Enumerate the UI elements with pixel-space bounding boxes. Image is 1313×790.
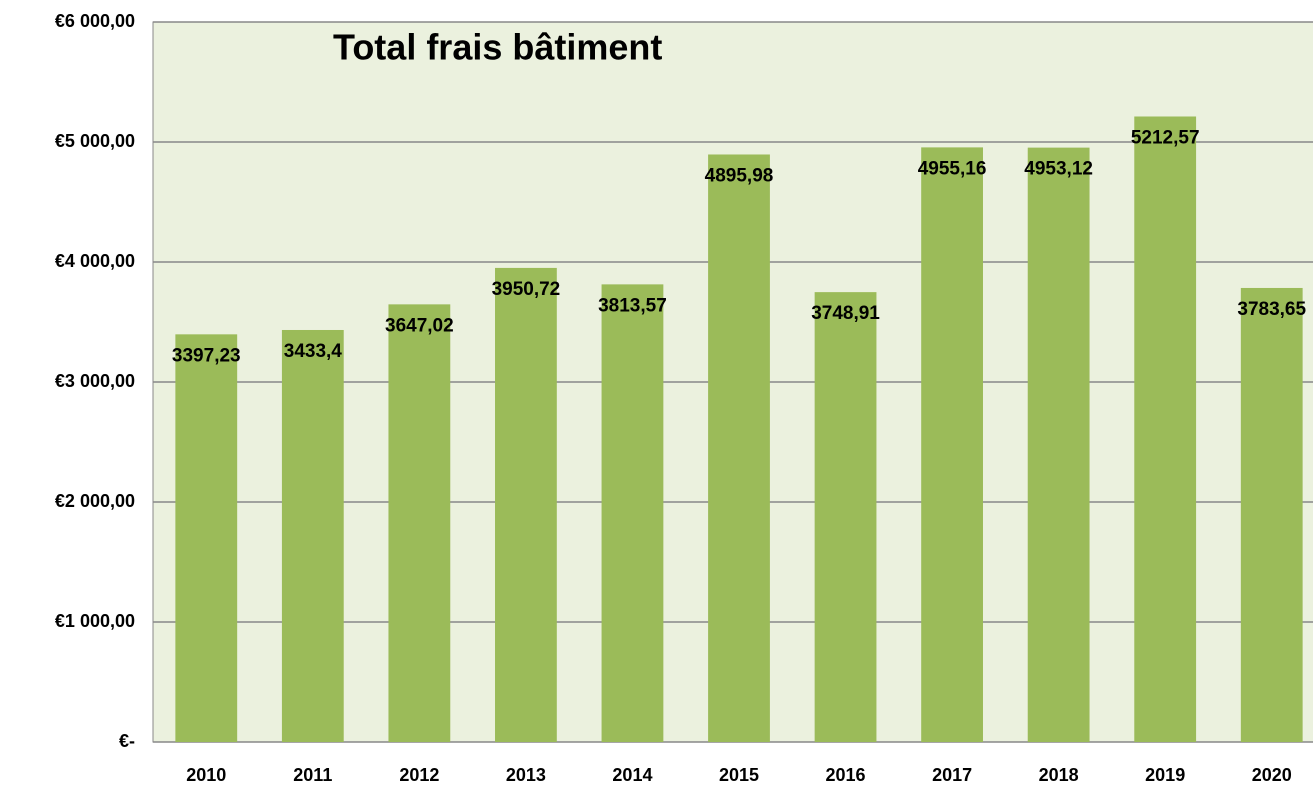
bar bbox=[1240, 287, 1303, 742]
data-label: 3433,4 bbox=[284, 341, 343, 362]
data-label: 3397,23 bbox=[172, 345, 241, 366]
y-tick-label: €1 000,00 bbox=[55, 611, 135, 631]
bar bbox=[1027, 147, 1090, 742]
x-tick-label: 2019 bbox=[1145, 765, 1185, 785]
data-label: 3748,91 bbox=[811, 303, 880, 324]
x-tick-label: 2014 bbox=[612, 765, 652, 785]
data-label: 3813,57 bbox=[598, 295, 667, 316]
bar bbox=[708, 154, 770, 742]
x-tick-label: 2010 bbox=[186, 765, 226, 785]
y-tick-label: €6 000,00 bbox=[55, 11, 135, 31]
x-tick-label: 2016 bbox=[826, 765, 866, 785]
bar bbox=[495, 267, 557, 742]
y-tick-label: €- bbox=[119, 731, 135, 751]
y-tick-label: €5 000,00 bbox=[55, 131, 135, 151]
data-label: 3783,65 bbox=[1237, 299, 1306, 320]
bar bbox=[814, 292, 877, 742]
data-label: 4953,12 bbox=[1024, 159, 1093, 180]
data-label: 3950,72 bbox=[492, 279, 561, 300]
chart-title: Total frais bâtiment bbox=[333, 27, 662, 68]
x-tick-label: 2015 bbox=[719, 765, 759, 785]
x-tick-label: 2018 bbox=[1039, 765, 1079, 785]
data-label: 3647,02 bbox=[385, 315, 454, 336]
x-tick-label: 2011 bbox=[293, 765, 332, 785]
bar bbox=[175, 334, 238, 742]
x-tick-label: 2017 bbox=[932, 765, 972, 785]
bar bbox=[281, 329, 344, 742]
marks bbox=[175, 116, 1303, 743]
bar bbox=[921, 147, 983, 742]
bar bbox=[601, 284, 664, 742]
data-label: 4955,16 bbox=[918, 158, 987, 179]
x-tick-label: 2020 bbox=[1252, 765, 1292, 785]
y-tick-label: €3 000,00 bbox=[55, 371, 135, 391]
data-label: 5212,57 bbox=[1131, 128, 1200, 149]
data-label: 4895,98 bbox=[705, 165, 774, 186]
y-tick-label: €2 000,00 bbox=[55, 491, 135, 511]
x-tick-label: 2012 bbox=[399, 765, 439, 785]
bar bbox=[388, 304, 451, 742]
bar bbox=[1134, 116, 1197, 743]
x-tick-label: 2013 bbox=[506, 765, 546, 785]
y-tick-label: €4 000,00 bbox=[55, 251, 135, 271]
